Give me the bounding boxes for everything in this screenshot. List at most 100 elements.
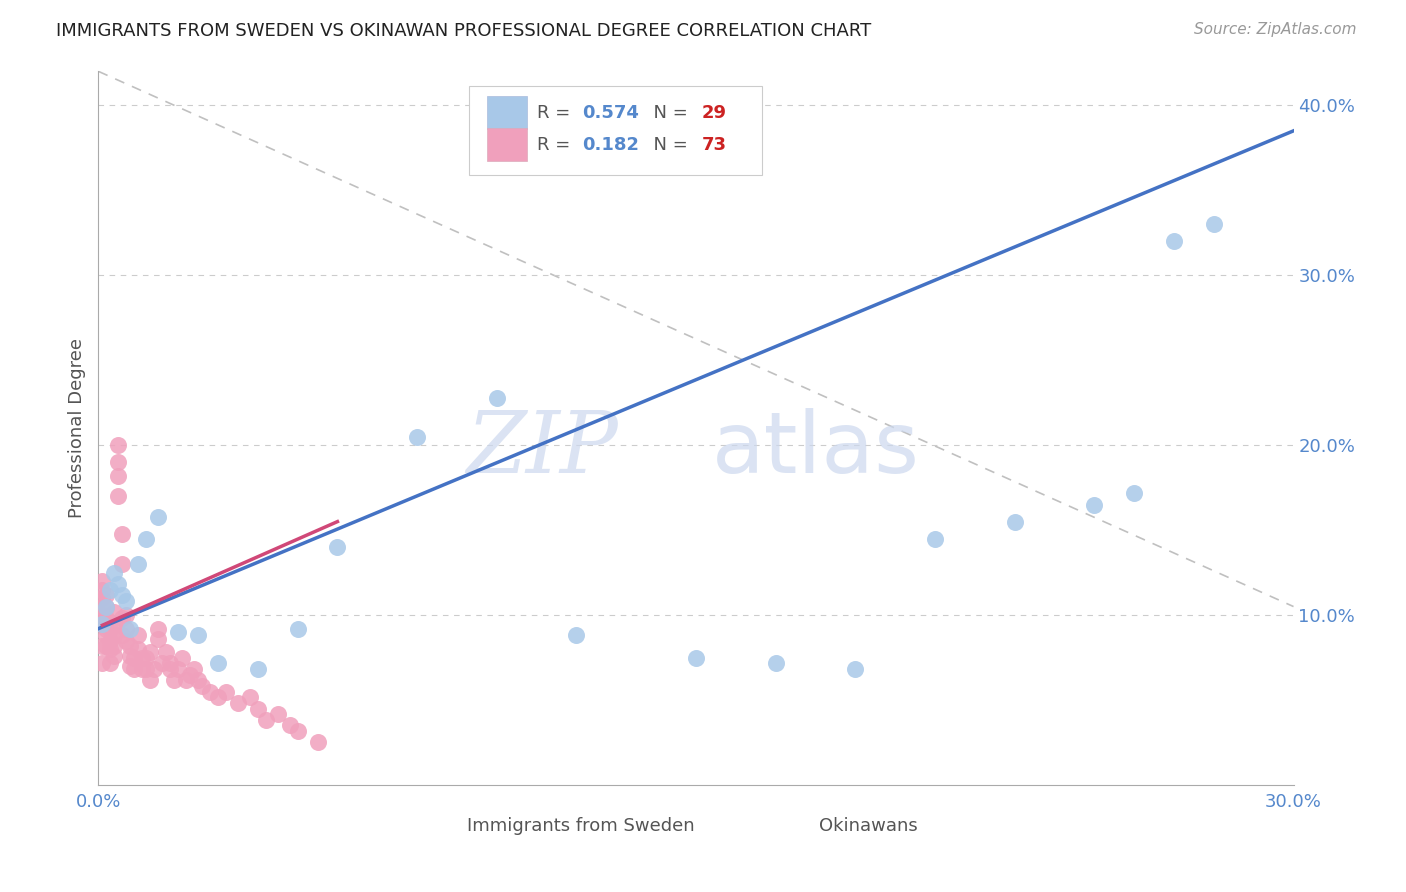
Point — [326, 540, 349, 554]
Point — [1123, 485, 1146, 500]
FancyBboxPatch shape — [486, 128, 527, 161]
Point — [226, 697, 249, 711]
Point — [96, 622, 118, 636]
Point — [103, 616, 125, 631]
Text: Immigrants from Sweden: Immigrants from Sweden — [467, 817, 695, 835]
Text: 29: 29 — [702, 103, 727, 121]
Point — [187, 628, 209, 642]
Point — [254, 714, 277, 728]
Point — [924, 532, 946, 546]
Y-axis label: Professional Degree: Professional Degree — [67, 338, 86, 518]
Point — [124, 662, 146, 676]
Point — [96, 628, 118, 642]
Text: 0.574: 0.574 — [582, 103, 640, 121]
Point — [111, 588, 134, 602]
Point — [215, 684, 238, 698]
Point — [120, 648, 142, 663]
Point — [155, 645, 177, 659]
Point — [131, 662, 153, 676]
Point — [107, 489, 129, 503]
Point — [187, 673, 209, 687]
Point — [167, 662, 190, 676]
Text: 0.182: 0.182 — [582, 136, 640, 153]
Point — [406, 430, 429, 444]
Point — [127, 557, 149, 571]
Point — [163, 673, 186, 687]
Point — [127, 628, 149, 642]
Text: Okinawans: Okinawans — [820, 817, 918, 835]
Point — [278, 718, 301, 732]
Point — [91, 616, 114, 631]
Point — [1163, 234, 1185, 248]
Text: ZIP: ZIP — [467, 409, 619, 491]
Point — [167, 625, 190, 640]
Text: 73: 73 — [702, 136, 727, 153]
Point — [124, 650, 146, 665]
Point — [1202, 217, 1225, 231]
Point — [120, 622, 142, 636]
Point — [103, 605, 125, 619]
Point — [172, 650, 194, 665]
Point — [96, 639, 118, 653]
Text: IMMIGRANTS FROM SWEDEN VS OKINAWAN PROFESSIONAL DEGREE CORRELATION CHART: IMMIGRANTS FROM SWEDEN VS OKINAWAN PROFE… — [56, 22, 872, 40]
Point — [115, 608, 138, 623]
Point — [307, 735, 329, 749]
Point — [96, 599, 118, 614]
Point — [103, 648, 125, 663]
Text: N =: N = — [643, 103, 693, 121]
Point — [239, 690, 262, 704]
Point — [148, 632, 170, 646]
Point — [115, 633, 138, 648]
Point — [246, 662, 269, 676]
Point — [1004, 515, 1026, 529]
Point — [120, 659, 142, 673]
Point — [765, 656, 787, 670]
Point — [246, 701, 269, 715]
Point — [131, 650, 153, 665]
Point — [565, 628, 588, 642]
Point — [91, 582, 114, 597]
Point — [98, 633, 122, 648]
Point — [96, 588, 118, 602]
Point — [91, 608, 114, 623]
Point — [1083, 498, 1105, 512]
Point — [115, 594, 138, 608]
Point — [111, 557, 134, 571]
Point — [98, 622, 122, 636]
Text: atlas: atlas — [711, 408, 920, 491]
Point — [127, 642, 149, 657]
Point — [267, 706, 290, 721]
Point — [685, 650, 707, 665]
Point — [844, 662, 866, 676]
Point — [91, 574, 114, 588]
Point — [207, 656, 229, 670]
Point — [287, 622, 309, 636]
Point — [135, 662, 157, 676]
Point — [107, 455, 129, 469]
FancyBboxPatch shape — [419, 810, 457, 840]
Point — [96, 599, 118, 614]
Point — [96, 611, 118, 625]
Point — [91, 599, 114, 614]
Point — [179, 667, 201, 681]
Point — [207, 690, 229, 704]
Point — [91, 616, 114, 631]
Point — [107, 577, 129, 591]
Point — [107, 438, 129, 452]
FancyBboxPatch shape — [772, 810, 810, 840]
Point — [111, 628, 134, 642]
Point — [103, 639, 125, 653]
Point — [174, 673, 197, 687]
Point — [148, 509, 170, 524]
Point — [159, 662, 181, 676]
Point — [183, 662, 205, 676]
Point — [98, 656, 122, 670]
Point — [91, 656, 114, 670]
Point — [98, 642, 122, 657]
Point — [287, 723, 309, 738]
Point — [107, 468, 129, 483]
Point — [98, 582, 122, 597]
Point — [148, 622, 170, 636]
Point — [103, 566, 125, 580]
Point — [150, 656, 173, 670]
